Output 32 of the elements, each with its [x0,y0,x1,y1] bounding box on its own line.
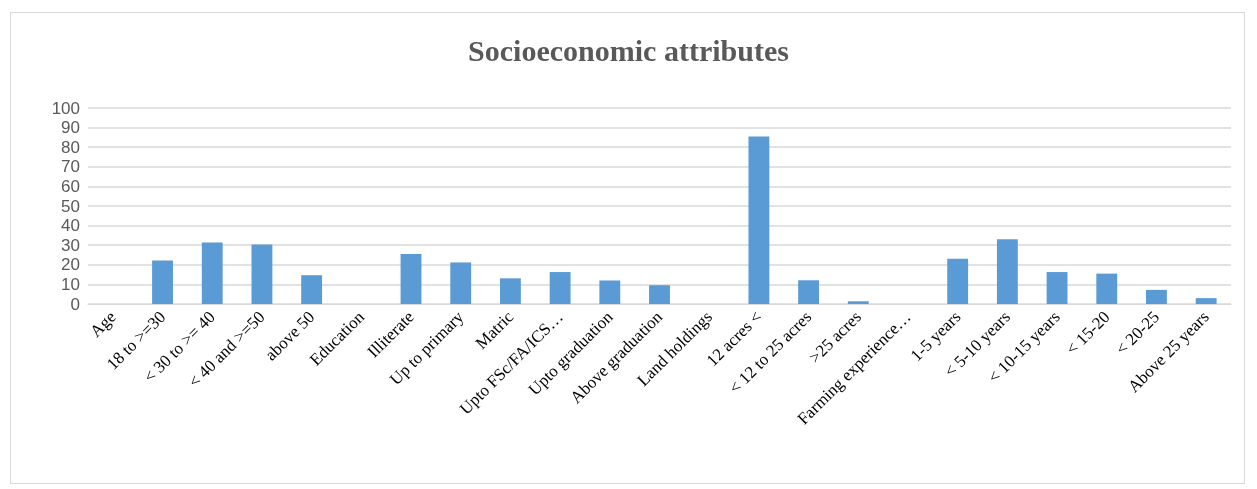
x-tick-label: Age [86,307,120,341]
bar [649,285,670,304]
bar [450,262,472,304]
y-tick-label: 80 [61,137,80,157]
chart-title: Socioeconomic attributes [468,33,789,67]
bar [798,280,820,304]
bar [400,254,422,304]
bar [847,301,869,304]
bar [748,136,770,304]
y-tick-label: 20 [61,255,80,275]
bar [1096,273,1118,304]
bar [549,272,571,304]
y-tick-label: 0 [70,294,80,314]
bar [201,242,223,304]
y-tick-label: 30 [61,235,80,255]
bar [1046,272,1068,304]
bar [599,280,621,304]
y-tick-label: 50 [61,196,80,216]
bar [251,244,273,304]
bar [301,275,323,304]
bar [1195,298,1217,304]
y-tick-label: 60 [61,176,80,196]
y-tick-label: 70 [61,157,80,177]
bar [499,278,521,304]
bar [947,258,969,304]
bar [152,260,173,304]
y-tick-label: 10 [61,274,80,294]
y-tick-label: 90 [61,118,80,138]
y-tick-label: 40 [61,216,80,236]
bar [996,239,1018,304]
y-tick-label: 100 [51,98,80,118]
bar [1146,289,1167,304]
